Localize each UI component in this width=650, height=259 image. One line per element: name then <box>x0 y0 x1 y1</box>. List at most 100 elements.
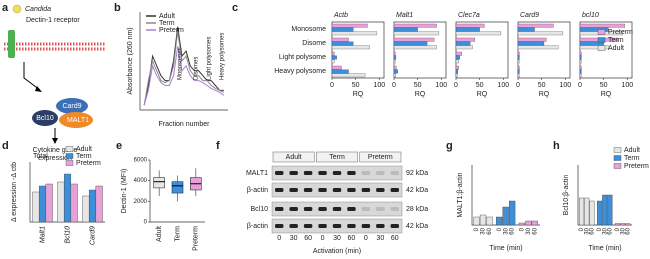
bar <box>579 197 585 226</box>
row-label: Bcl10 <box>250 206 268 213</box>
blot-band <box>289 207 298 211</box>
bar <box>517 27 535 32</box>
bar <box>393 65 397 70</box>
blot-band <box>347 171 356 175</box>
bar <box>517 69 520 74</box>
bar <box>331 27 354 32</box>
node-label: Card9 <box>62 103 81 110</box>
blot-band <box>361 207 371 211</box>
panel-label: d <box>2 140 9 152</box>
annotation: Light polysomes <box>207 37 213 80</box>
bar <box>455 55 460 60</box>
legend-swatch <box>597 37 606 43</box>
legend-swatch <box>597 29 606 35</box>
y-axis-label: Bcl10:β-actin <box>563 175 570 216</box>
node-label: Bcl10 <box>36 115 54 122</box>
legend-label: Preterm <box>624 163 649 170</box>
row-label: β-actin <box>247 223 268 230</box>
panel-title: Malt1 <box>396 12 413 19</box>
size-label: 28 kDa <box>406 206 428 213</box>
group-label: Preterm <box>368 154 393 161</box>
x-tick-label: 100 <box>497 82 509 89</box>
bar <box>518 222 525 226</box>
legend-swatch <box>613 163 622 169</box>
bar <box>589 200 595 226</box>
blot-band <box>303 188 313 192</box>
blot-band <box>376 224 385 228</box>
blot-band <box>303 224 313 228</box>
legend-label: Adult <box>624 147 640 154</box>
annotation: Disomes <box>194 57 200 80</box>
legend-swatch <box>65 146 74 152</box>
bar <box>597 200 603 226</box>
panel-label: f <box>216 140 220 152</box>
bar <box>455 69 459 74</box>
x-axis-label: RQ <box>353 91 364 98</box>
x-tick-label: 0 <box>330 82 334 89</box>
x-tick-label: 30 <box>602 227 608 234</box>
row-label: β-actin <box>247 187 268 194</box>
time-label: 30 <box>333 235 341 242</box>
x-axis-label: RQ <box>539 91 550 98</box>
legend-swatch <box>613 155 622 161</box>
legend-label: Adult <box>159 13 175 20</box>
bar <box>393 69 398 74</box>
blot-band <box>332 188 342 192</box>
blot-band <box>275 207 284 211</box>
panel-label: c <box>232 2 238 14</box>
x-axis-label: RQ <box>477 91 488 98</box>
bar <box>509 200 516 226</box>
plot-frame <box>517 21 571 79</box>
time-label: 60 <box>391 235 399 242</box>
bar <box>579 45 609 50</box>
blot-band <box>275 171 284 175</box>
size-label: 42 kDa <box>406 187 428 194</box>
time-label: 30 <box>290 235 298 242</box>
receptor-icon <box>8 30 15 58</box>
blot-band <box>376 207 385 211</box>
x-tick-label: 60 <box>589 227 595 234</box>
panel-label: h <box>553 140 560 152</box>
bar <box>38 185 47 223</box>
bar <box>579 23 626 28</box>
bar <box>517 41 545 46</box>
x-tick-label: 50 <box>600 82 608 89</box>
y-tick-label: 0 <box>144 220 148 226</box>
x-tick-label: 100 <box>435 82 447 89</box>
blot-band <box>289 171 298 175</box>
bar <box>70 183 78 223</box>
panel-title: Card9 <box>520 12 539 19</box>
x-axis-label: Fraction number <box>159 121 211 128</box>
bar <box>82 195 90 223</box>
blot-band <box>289 224 298 228</box>
x-tick-label: 30 <box>481 227 487 234</box>
legend-label: Term <box>76 153 92 160</box>
x-tick-label: Term <box>174 226 181 242</box>
blot-band <box>318 171 327 175</box>
x-axis-label: Time (min) <box>588 245 621 252</box>
blot-band <box>275 188 284 192</box>
x-tick-label: 60 <box>487 227 493 234</box>
axis <box>577 165 632 226</box>
bar <box>525 220 532 226</box>
x-tick-label: 60 <box>510 227 516 234</box>
bar <box>584 197 590 226</box>
legend-swatch <box>597 45 606 51</box>
x-tick-label: 0 <box>519 227 525 231</box>
blot-band <box>361 224 371 228</box>
annotation: Heavy polysomes <box>220 33 226 80</box>
x-tick-label: 30 <box>620 227 626 234</box>
bar <box>602 194 608 226</box>
x-tick-label: Card9 <box>89 226 96 245</box>
box <box>171 181 184 194</box>
x-axis-label: RQ <box>415 91 426 98</box>
blot-band <box>361 171 371 175</box>
x-tick-label: 30 <box>584 227 590 234</box>
bar <box>473 216 480 226</box>
panel-title: bcl10 <box>582 12 599 19</box>
bar <box>625 223 631 226</box>
panel-title: Actb <box>333 12 348 19</box>
bar <box>455 31 502 36</box>
bar <box>496 216 503 226</box>
bar <box>32 191 40 223</box>
